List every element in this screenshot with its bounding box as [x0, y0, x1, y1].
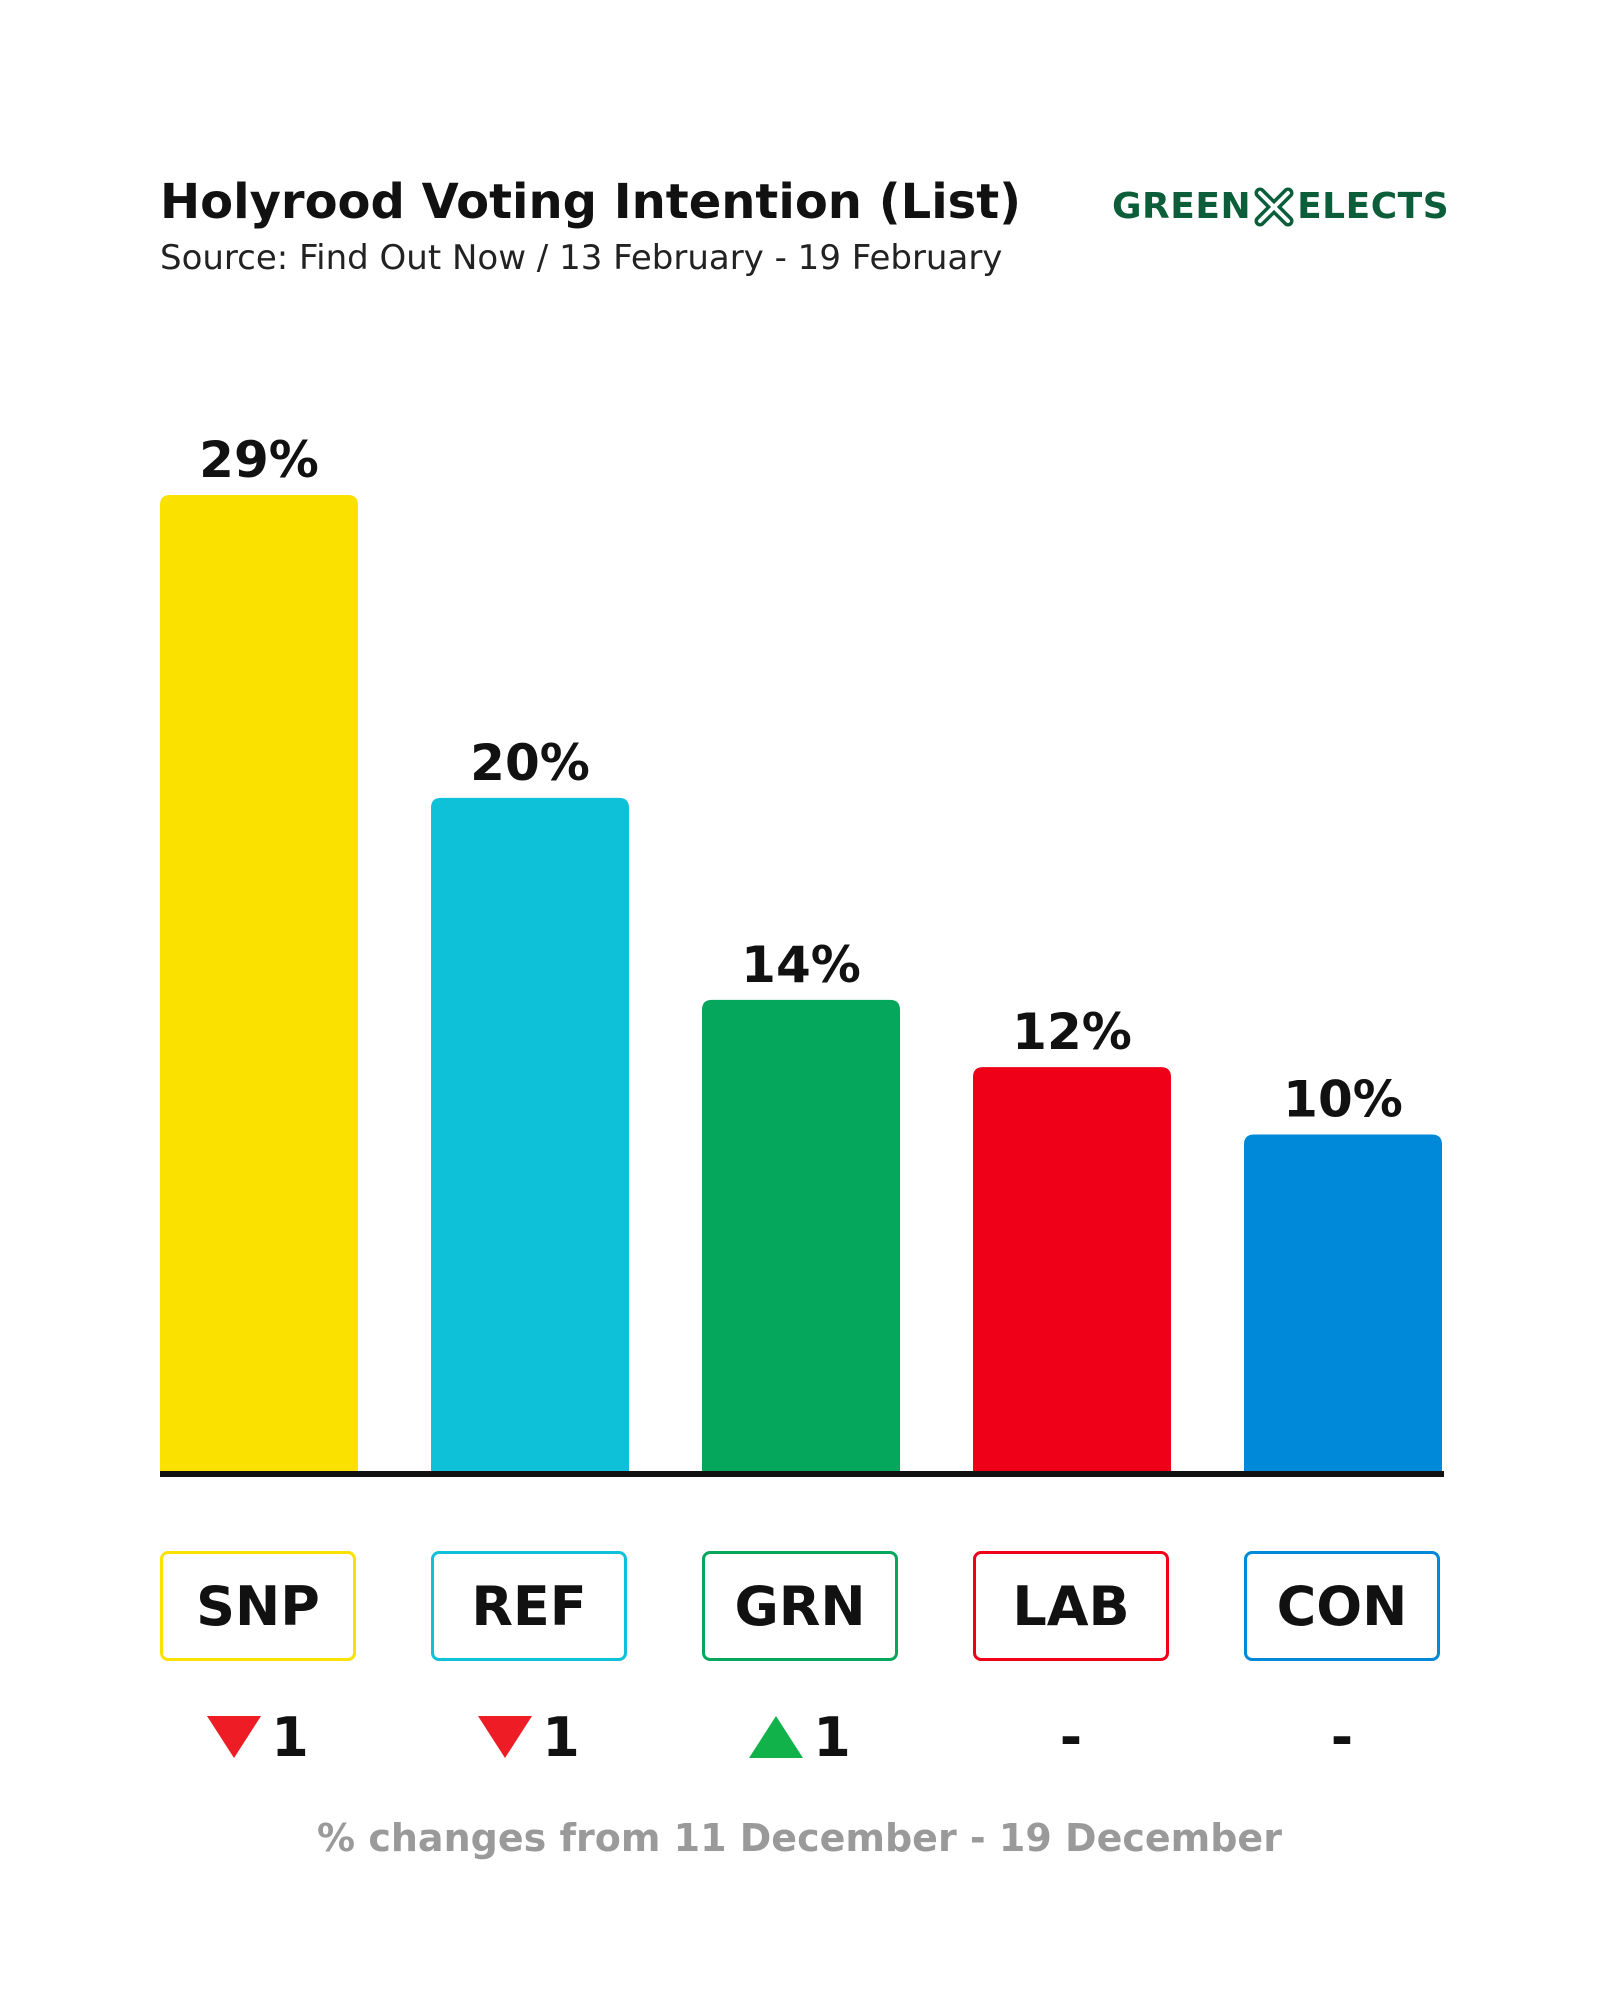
logo-text-right: ELECTS — [1297, 186, 1450, 227]
change-value-snp: 1 — [271, 1705, 309, 1769]
change-grn: 1 — [702, 1702, 898, 1772]
bar-value-label-ref: 20% — [470, 734, 590, 792]
up-triangle-icon — [749, 1716, 804, 1758]
green-elects-logo: GREEN ELECTS — [1112, 186, 1449, 227]
change-value-ref: 1 — [542, 1705, 580, 1769]
change-con: - — [1244, 1702, 1440, 1772]
change-value-lab: - — [1059, 1705, 1083, 1769]
bar-value-label-con: 10% — [1283, 1070, 1403, 1128]
change-snp: 1 — [160, 1702, 356, 1772]
chart-subtitle: Source: Find Out Now / 13 February - 19 … — [160, 238, 1003, 278]
change-lab: - — [973, 1702, 1169, 1772]
party-label-ref: REF — [431, 1551, 627, 1661]
party-label-snp: SNP — [160, 1551, 356, 1661]
change-value-con: - — [1330, 1705, 1354, 1769]
down-triangle-icon — [478, 1716, 533, 1758]
bar-ref — [431, 797, 629, 1471]
cross-icon — [1254, 187, 1294, 226]
footnote: % changes from 11 December - 19 December — [317, 1816, 1282, 1860]
down-triangle-icon — [207, 1716, 262, 1758]
party-label-lab: LAB — [973, 1551, 1169, 1661]
party-label-con: CON — [1244, 1551, 1440, 1661]
logo-text-left: GREEN — [1112, 186, 1252, 227]
bar-value-label-grn: 14% — [741, 936, 861, 994]
bar-chart: 29% 20% 14% 12% 10% — [160, 431, 1444, 1477]
bar-snp — [160, 495, 358, 1471]
party-label-grn: GRN — [702, 1551, 898, 1661]
bar-lab — [973, 1067, 1171, 1471]
change-value-grn: 1 — [813, 1705, 851, 1769]
bar-value-label-snp: 29% — [199, 431, 319, 489]
change-ref: 1 — [431, 1702, 627, 1772]
bar-value-label-lab: 12% — [1012, 1003, 1132, 1061]
chart-title: Holyrood Voting Intention (List) — [160, 174, 1022, 230]
bar-grn — [702, 999, 900, 1471]
bar-con — [1244, 1134, 1442, 1471]
